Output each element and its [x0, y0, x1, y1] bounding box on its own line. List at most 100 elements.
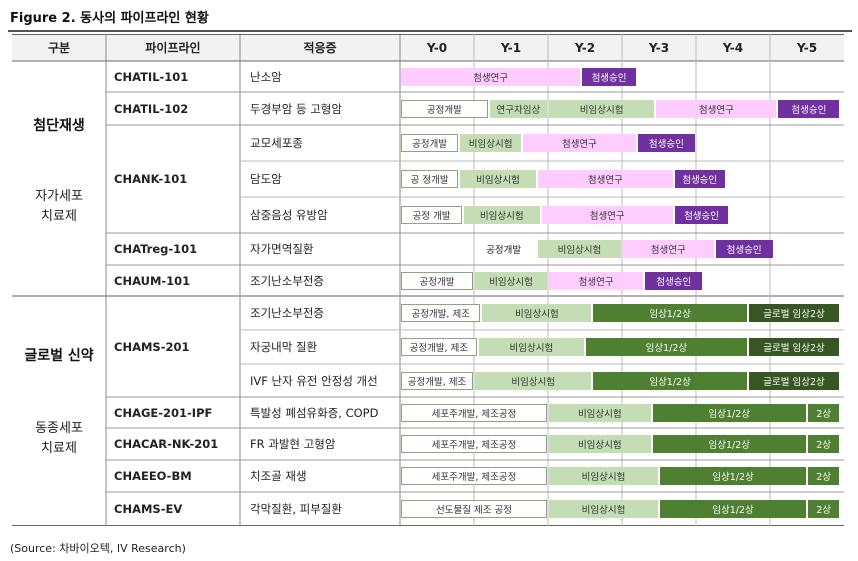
phase-bar: 비임상시험 [463, 206, 540, 224]
phase-bar: 첨생승인 [674, 170, 725, 188]
phase-bar: 첨생승인 [582, 68, 636, 86]
phase-bar: 비임상시험 [460, 134, 522, 152]
group-subtitle-autologous-line2: 치료제 [41, 209, 77, 224]
pipeline-chaeeo-bm: CHAEEO-BM [114, 469, 192, 483]
header-y5: Y-5 [796, 40, 818, 55]
phase-bar: 글로벌 임상2상 [748, 338, 840, 356]
phase-bar: 첨생승인 [637, 134, 695, 152]
phase-bar: 비임상시험 [549, 500, 658, 518]
pipeline-table: 구분 파이프라인 적응증 Y-0 Y-1 Y-2 Y-3 Y-4 Y-5 첨단재… [12, 34, 844, 526]
phase-bar: 임상1/2상 [586, 338, 747, 356]
phase-bar: 첨생연구 [541, 206, 673, 224]
pipeline-chatreg-101: CHATreg-101 [114, 242, 198, 256]
indication-cell: 담도암 [250, 172, 282, 186]
indication-cell: IVF 난자 유전 안정성 개선 [250, 373, 378, 388]
phase-bar: 세포주개발, 제조공정 [401, 404, 547, 422]
title-rule [8, 30, 852, 32]
phase-bar: 공정 개발 [401, 206, 462, 224]
header-background [12, 34, 844, 61]
phase-bar: 공정개발, 제조 [401, 372, 473, 390]
phase-bar: 2상 [808, 435, 840, 453]
phase-bar: 비임상시험 [482, 304, 592, 322]
pipeline-chage-201-ipf: CHAGE-201-IPF [114, 405, 213, 420]
group-subtitle-allogeneic: 동종세포 치료제 [12, 416, 106, 462]
phase-bar: 첨생연구 [656, 100, 777, 118]
phase-bar: 공 정개발 [401, 170, 459, 188]
indication-cell: 치조골 재생 [250, 469, 307, 483]
source-note: (Source: 차바이오텍, IV Research) [10, 542, 186, 555]
indication-cell: 두경부암 등 고형암 [250, 101, 342, 116]
header-category: 구분 [47, 41, 71, 55]
phase-bar: 임상1/2상 [652, 435, 806, 453]
phase-bar: 첨생승인 [778, 100, 840, 118]
phase-bar: 공정개발 [401, 272, 473, 290]
indication-cell: 삼중음성 유방암 [250, 208, 328, 222]
phase-bar: 선도물질 제조 공정 [401, 500, 547, 518]
indication-cell: 조기난소부전증 [250, 273, 325, 288]
indication-cell: 자궁내막 질환 [250, 340, 318, 354]
phase-bar: 글로벌 임상2상 [748, 372, 840, 390]
phase-bar: 비임상시험 [460, 170, 536, 188]
phase-bar: 첨생연구 [623, 240, 714, 258]
group-subtitle-autologous-line1: 자가세포 [35, 189, 83, 204]
phase-bar: 첨생승인 [674, 206, 729, 224]
pipeline-chaum-101: CHAUM-101 [114, 273, 191, 288]
phase-bar: 첨생연구 [537, 170, 673, 188]
pipeline-chank-101: CHANK-101 [114, 172, 188, 186]
phase-bar: 연구자임상 [489, 100, 547, 118]
phase-bar: 공정개발 [486, 245, 522, 256]
phase-bar: 비임상시험 [537, 240, 621, 258]
phase-bar: 세포주개발, 제조공정 [401, 435, 547, 453]
phase-bar: 공정개발, 제조 [401, 304, 481, 322]
phase-bar: 비임상시험 [478, 338, 584, 356]
group-subtitle-autologous: 자가세포 치료제 [12, 184, 106, 230]
phase-bar: 비임상시험 [549, 100, 655, 118]
group-subtitle-allogeneic-line2: 치료제 [41, 441, 77, 456]
phase-bar: 첨생연구 [401, 68, 581, 86]
header-indication: 적응증 [303, 41, 337, 55]
phase-bar: 글로벌 임상2상 [748, 304, 840, 322]
phase-bar: 첨생승인 [715, 240, 773, 258]
group-title-advanced-regen: 첨단재생 [33, 118, 85, 134]
phase-bar: 비임상시험 [549, 435, 651, 453]
phase-bar: 세포주개발, 제조공정 [401, 467, 547, 485]
phase-bar: 공정개발 [401, 100, 488, 118]
header-y2: Y-2 [574, 40, 596, 55]
phase-bar: 임상1/2상 [660, 500, 806, 518]
phase-bar: 임상1/2상 [660, 467, 806, 485]
phase-bar: 첨생승인 [645, 272, 703, 290]
header-y1: Y-1 [500, 40, 522, 55]
phase-bar: 첨생연구 [549, 272, 644, 290]
phase-bar: 비임상시험 [549, 404, 651, 422]
group-title-global-new-drug: 글로벌 신약 [24, 348, 94, 364]
indication-cell: 각막질환, 피부질환 [250, 501, 342, 516]
phase-bar: 공정개발, 제조 [401, 338, 477, 356]
phase-bar: 공정개발 [401, 134, 459, 152]
indication-cell: 교모세포종 [250, 136, 303, 150]
pipeline-chams-ev: CHAMS-EV [114, 501, 183, 516]
pipeline-chacar-nk-201: CHACAR-NK-201 [114, 437, 219, 451]
pipeline-chatil-102: CHATIL-102 [114, 101, 189, 116]
phase-bar: 임상1/2상 [593, 372, 747, 390]
header-y0: Y-0 [426, 40, 448, 55]
phase-bar: 비임상시험 [475, 272, 547, 290]
phase-bar: 2상 [808, 404, 840, 422]
indication-cell: 특발성 폐섬유화증, COPD [250, 405, 379, 420]
phase-bar: 2상 [808, 500, 840, 518]
pipeline-chatil-101: CHATIL-101 [114, 69, 189, 84]
phase-bar: 비임상시험 [549, 467, 658, 485]
phase-bar: 임상1/2상 [652, 404, 806, 422]
header-pipeline: 파이프라인 [145, 41, 201, 55]
phase-bar: 비임상시험 [475, 372, 592, 390]
indication-cell: 자가면역질환 [250, 242, 314, 256]
group-subtitle-allogeneic-line1: 동종세포 [35, 421, 83, 436]
header-y3: Y-3 [648, 40, 670, 55]
pipeline-chams-201: CHAMS-201 [114, 339, 190, 354]
phase-bar: 첨생연구 [523, 134, 636, 152]
phase-bar: 임상1/2상 [593, 304, 747, 322]
figure-title: Figure 2. 동사의 파이프라인 현황 [10, 11, 209, 26]
phase-bar: 2상 [808, 467, 840, 485]
header-y4: Y-4 [722, 40, 744, 55]
indication-cell: 조기난소부전증 [250, 306, 325, 320]
indication-cell: FR 과발현 고형암 [250, 437, 336, 451]
